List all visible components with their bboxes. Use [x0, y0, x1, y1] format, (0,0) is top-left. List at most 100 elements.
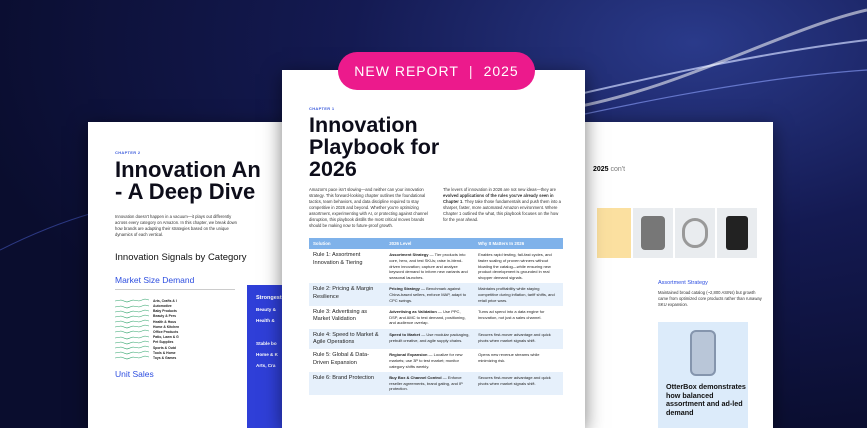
level-text: — Use modular packaging, prebuilt creati… [389, 331, 470, 343]
column-header: Why It Matters In 2026 [474, 238, 563, 250]
level-text: — Use PPC, DSP, and AMC to test demand, … [389, 309, 466, 326]
sparkline [115, 299, 149, 303]
category-name: Baby Products [153, 309, 177, 314]
solution-cell: Rule 1: Assortment Innovation & Tiering [313, 252, 363, 266]
level-text: — Localize for new markets; use 3P to te… [389, 352, 463, 369]
category-row: Baby Products [115, 309, 235, 314]
level-lead: Regional Expansion [389, 352, 428, 358]
category-list: Arts, Crafts & I Automotive Baby Products B… [115, 298, 235, 360]
rules-table: Solution 2026 Level Why It Matters In 2026… [309, 238, 563, 396]
title-line: Innovation An [115, 157, 261, 182]
section-title: Innovation Signals by Category [115, 252, 247, 264]
level-lead: Buy Box & Channel Control [389, 375, 442, 381]
category-name: Patio, Lawn & G [153, 335, 179, 340]
table-row: Rule 2: Pricing & Margin Resilience Prici… [309, 283, 563, 307]
level-cell: Advertising as Validation — Use PPC, DSP… [385, 306, 474, 329]
sparkline [115, 340, 149, 345]
table-row: Rule 1: Assortment Innovation & Tiering A… [309, 249, 563, 283]
level-lead: Assortment Strategy [389, 252, 429, 258]
title-line: - A Deep Dive [115, 179, 256, 205]
badge: NEW REPORT | 2025 [338, 52, 535, 90]
text: . They take those fundamentals and push … [443, 198, 561, 223]
category-row: Arts, Crafts & I [115, 298, 235, 303]
category-row: Automotive [115, 303, 235, 308]
sparkline [115, 319, 149, 324]
box-item: Home & K [256, 352, 278, 357]
category-name: Arts, Crafts & I [153, 298, 177, 303]
solution-cell: Rule 5: Global & Data-Driven Expansion [313, 352, 369, 366]
why-cell: Maintains profitability while staying co… [474, 283, 563, 307]
sparkline [115, 324, 149, 329]
level-lead: Speed to Market [389, 331, 421, 337]
intro: Amazon's pace isn't slowing—and neither … [309, 187, 563, 230]
text: The levers of innovation in 2026 are not… [443, 186, 556, 192]
level-text: — Tier products into core, hero, and tes… [389, 252, 468, 280]
why-cell: Secures first-mover advantage and quick … [474, 372, 563, 396]
heading: 2025 con't [593, 166, 625, 173]
sparkline [115, 304, 149, 308]
text-bold: evolved applications of the rules you've… [443, 192, 554, 204]
sparkline [115, 330, 149, 334]
level-text: — Enforce reseller agreements, brand gat… [389, 375, 463, 392]
column-header: Solution [309, 238, 386, 250]
product-image [633, 208, 673, 258]
category-name: Pet Supplies [153, 340, 174, 345]
badge-year: 2025 [483, 63, 519, 79]
category-row: Health & Hous [115, 319, 235, 324]
category-name: Automotive [153, 304, 172, 309]
table-row: Rule 4: Speed to Market & Agile Operatio… [309, 328, 563, 350]
box-item: Stable bo [256, 341, 277, 346]
category-name: Office Products [153, 329, 179, 334]
column-header: 2026 Level [385, 238, 475, 250]
level-lead: Pricing Strategy [389, 286, 420, 292]
table-row: Rule 6: Brand Protection Buy Box & Channe… [309, 372, 563, 396]
category-row: Home & Kitchen [115, 324, 235, 329]
chapter-label: CHAPTER 1 [309, 106, 335, 111]
section-title: Assortment Strategy [658, 280, 708, 286]
box-item: Health & [256, 318, 275, 323]
left-page: CHAPTER 2 Innovation An - A Deep Dive Inn… [88, 122, 312, 428]
intro-right: The levers of innovation in 2026 are not… [443, 187, 563, 230]
callout-box: OtterBox demonstrates how balanced assor… [658, 322, 748, 428]
sparkline [115, 356, 149, 360]
chart-title: Unit Sales [115, 368, 154, 379]
category-name: Sports & Outd [153, 345, 176, 350]
category-row: Pet Supplies [115, 340, 235, 345]
why-cell: Secures first-mover advantage and quick … [474, 328, 563, 350]
category-name: Health & Hous [153, 319, 177, 324]
category-row: Toys & Games [115, 355, 235, 360]
badge-label: NEW REPORT [354, 63, 459, 79]
product-image [597, 208, 631, 258]
section-text: Maintained broad catalog (~2,800 ASINs) … [658, 290, 762, 308]
category-row: Office Products [115, 329, 235, 334]
title: Innovation Playbook for 2026 [309, 113, 440, 181]
callout-text: OtterBox demonstrates how balanced assor… [666, 382, 746, 417]
product-image [717, 208, 757, 258]
table-row: Rule 3: Advertising as Market Validation… [309, 306, 563, 329]
heading-rest: con't [610, 166, 626, 173]
category-row: Sports & Outd [115, 345, 235, 350]
chapter-label: CHAPTER 2 [115, 150, 141, 155]
sparkline [115, 345, 149, 350]
intro-left: Amazon's pace isn't slowing—and neither … [309, 186, 428, 229]
level-lead: Advertising as Validation [389, 309, 437, 315]
box-item: Arts, Cra [256, 363, 276, 368]
title: Innovation An - A Deep Dive [115, 157, 300, 205]
level-cell: Speed to Market — Use modular packaging,… [385, 328, 475, 350]
solution-cell: Rule 2: Pricing & Margin Resilience [309, 283, 386, 307]
category-name: Home & Kitchen [153, 324, 180, 329]
right-page: 2025 con't Assortment Strategy Maintaine… [575, 122, 773, 428]
box-item: Beauty & [256, 307, 276, 312]
sparkline [115, 350, 149, 355]
table-row: Rule 5: Global & Data-Driven Expansion Re… [309, 349, 563, 372]
category-row: Patio, Lawn & G [115, 335, 235, 340]
intro: Innovation doesn't happen in a vacuum—it… [115, 213, 237, 238]
chart-title: Market Size Demand [115, 275, 195, 286]
category-row: Beauty & Pers [115, 314, 235, 319]
level-text: — Benchmark against China-based sellers,… [389, 286, 467, 303]
solution-cell: Rule 6: Brand Protection [309, 372, 386, 396]
solution-cell: Rule 3: Advertising as Market Validation [313, 309, 368, 323]
level-cell: Buy Box & Channel Control — Enforce rese… [385, 372, 475, 396]
why-cell: Turns ad spend into a data engine for in… [478, 309, 545, 320]
